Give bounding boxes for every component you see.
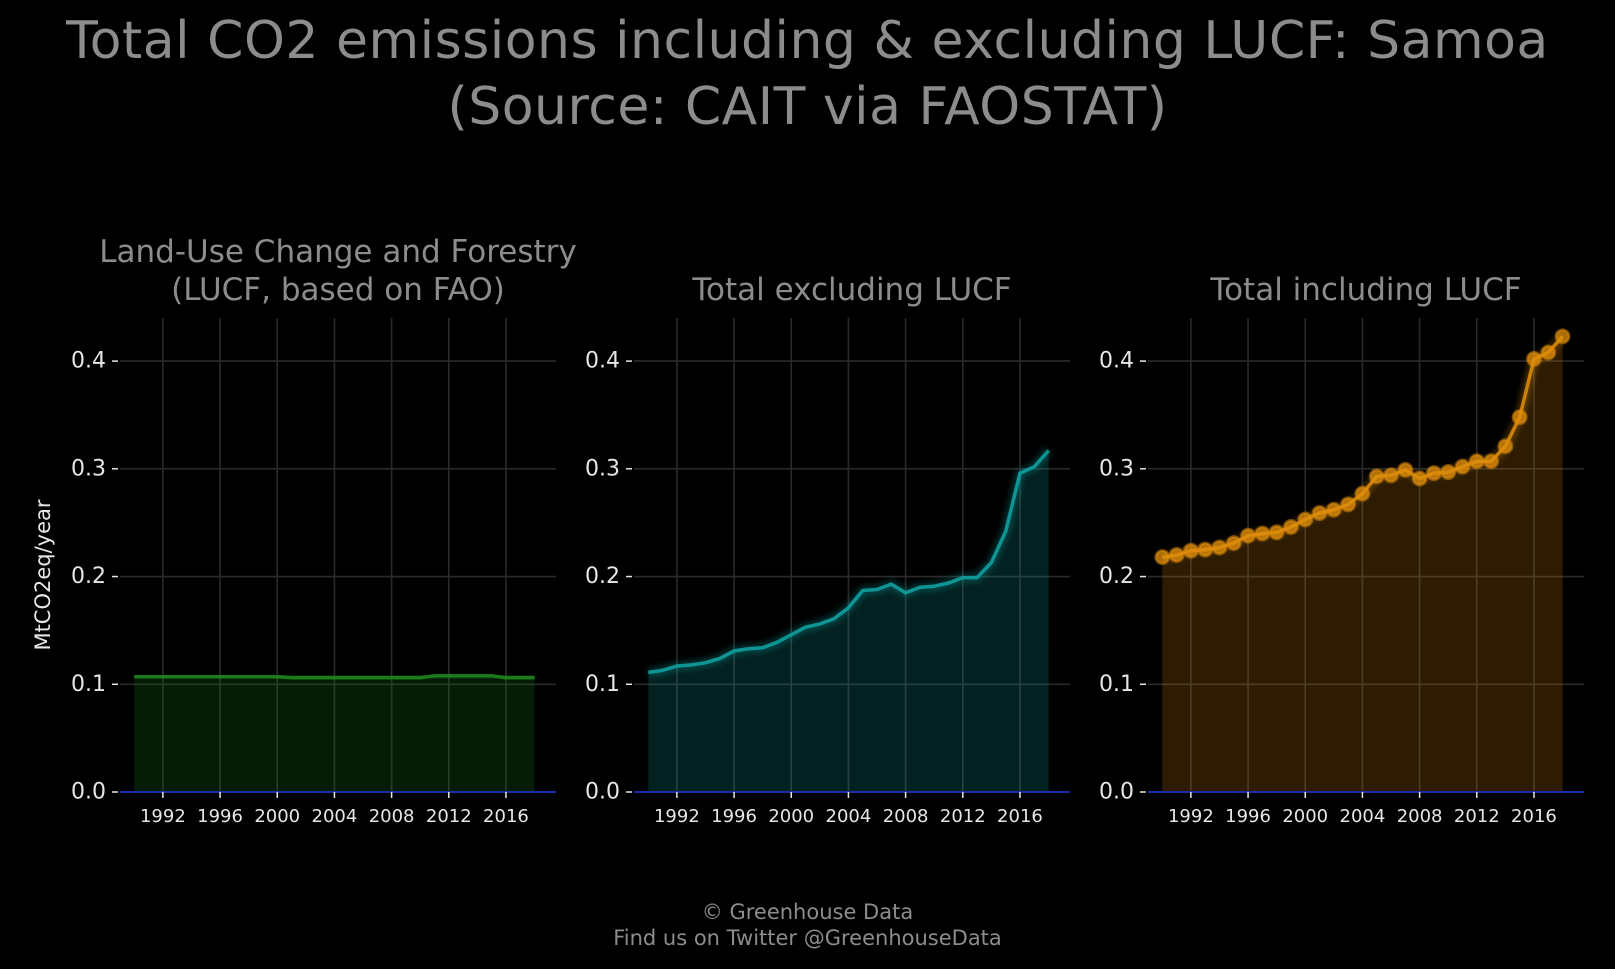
- data-point: [1454, 458, 1471, 475]
- x-tick-label: 2016: [997, 806, 1043, 827]
- y-tick-label: 0.2: [585, 564, 620, 589]
- data-point: [1225, 535, 1242, 552]
- panel-title: Land-Use Change and Forestry: [99, 234, 577, 270]
- x-tick-label: 2008: [883, 806, 929, 827]
- x-tick-label: 2000: [254, 806, 300, 827]
- y-tick-label: 0.1: [71, 672, 106, 697]
- data-point: [1197, 541, 1214, 558]
- series-line: [134, 673, 535, 680]
- data-point: [1368, 468, 1385, 485]
- x-tick-label: 1996: [197, 806, 243, 827]
- x-tick-label: 1992: [140, 806, 186, 827]
- data-point: [1354, 485, 1371, 502]
- data-point: [1268, 524, 1285, 541]
- x-tick-label: 1996: [711, 806, 757, 827]
- panel-title: Total excluding LUCF: [691, 272, 1011, 308]
- data-point: [1511, 409, 1528, 426]
- x-tick-label: 2016: [1511, 806, 1557, 827]
- y-tick-label: 0.3: [585, 456, 620, 481]
- x-tick-label: 2012: [940, 806, 986, 827]
- data-point: [1240, 527, 1257, 544]
- x-tick-label: 2008: [369, 806, 415, 827]
- y-tick-label: 0.1: [585, 672, 620, 697]
- data-point: [1297, 511, 1314, 528]
- y-tick-label: 0.0: [71, 780, 106, 805]
- y-tick-label: 0.4: [71, 349, 106, 374]
- panel-title: Total including LUCF: [1209, 272, 1521, 308]
- series-area: [1162, 336, 1563, 792]
- y-tick-label: 0.3: [1099, 456, 1134, 481]
- x-tick-label: 2004: [826, 806, 872, 827]
- y-tick-label: 0.3: [71, 456, 106, 481]
- series-line: [648, 449, 1050, 675]
- x-tick-label: 1992: [654, 806, 700, 827]
- panel-1: 0.0 0.1 0.2 0.3 0.4 1992 1996 2000 2004 2008 2012 2…: [31, 234, 577, 827]
- twitter-credit: Find us on Twitter @GreenhouseData: [613, 926, 1002, 950]
- data-point: [1383, 467, 1400, 484]
- x-tick-label: 2004: [312, 806, 358, 827]
- data-point: [1182, 542, 1199, 559]
- x-tick-label: 1992: [1168, 806, 1214, 827]
- y-tick-label: 0.1: [1099, 672, 1134, 697]
- data-point: [1325, 501, 1342, 518]
- y-tick-label: 0.2: [1099, 564, 1134, 589]
- x-tick-label: 2004: [1340, 806, 1386, 827]
- y-tick-label: 0.2: [71, 564, 106, 589]
- x-tick-label: 2012: [1454, 806, 1500, 827]
- x-tick-label: 2012: [426, 806, 472, 827]
- panel-title: (LUCF, based on FAO): [171, 272, 505, 308]
- data-point: [1425, 465, 1442, 482]
- y-tick-label: 0.4: [585, 349, 620, 374]
- copyright-text: © Greenhouse Data: [701, 900, 914, 924]
- chart-title-line-2: (Source: CAIT via FAOSTAT): [447, 77, 1168, 137]
- data-point: [1497, 438, 1514, 455]
- series-area: [648, 450, 1049, 792]
- data-point: [1254, 525, 1271, 542]
- y-tick-label: 0.0: [1099, 780, 1134, 805]
- data-point: [1440, 464, 1457, 481]
- data-point: [1311, 504, 1328, 521]
- footer: © Greenhouse Data Find us on Twitter @Gr…: [0, 899, 1615, 951]
- y-axis-label: MtCO2eq/year: [31, 499, 55, 650]
- chart-title: Total CO2 emissions including & excludin…: [0, 8, 1615, 140]
- data-point: [1154, 549, 1171, 566]
- y-tick-label: 0.0: [585, 780, 620, 805]
- data-point: [1411, 470, 1428, 487]
- data-point: [1340, 496, 1357, 513]
- data-point: [1397, 461, 1414, 478]
- x-tick-label: 2000: [768, 806, 814, 827]
- panel-3: 0.0 0.1 0.2 0.3 0.4 1992 1996 2000 2004 2008 2012 2…: [1099, 272, 1584, 827]
- series-area: [134, 675, 535, 792]
- data-point: [1211, 539, 1228, 556]
- panel-2: 0.0 0.1 0.2 0.3 0.4 1992 1996 2000 2004 2008 2012 2…: [585, 272, 1070, 827]
- data-point: [1554, 328, 1571, 345]
- data-point: [1525, 350, 1542, 367]
- x-tick-label: 2000: [1282, 806, 1328, 827]
- data-point: [1282, 518, 1299, 535]
- data-point: [1540, 344, 1557, 361]
- data-point: [1168, 547, 1185, 563]
- chart-title-line-1: Total CO2 emissions including & excludin…: [66, 11, 1549, 71]
- x-tick-label: 1996: [1225, 806, 1271, 827]
- data-point: [1483, 453, 1500, 470]
- y-tick-label: 0.4: [1099, 349, 1134, 374]
- x-tick-label: 2008: [1397, 806, 1443, 827]
- data-point: [1468, 453, 1485, 470]
- x-tick-label: 2016: [483, 806, 529, 827]
